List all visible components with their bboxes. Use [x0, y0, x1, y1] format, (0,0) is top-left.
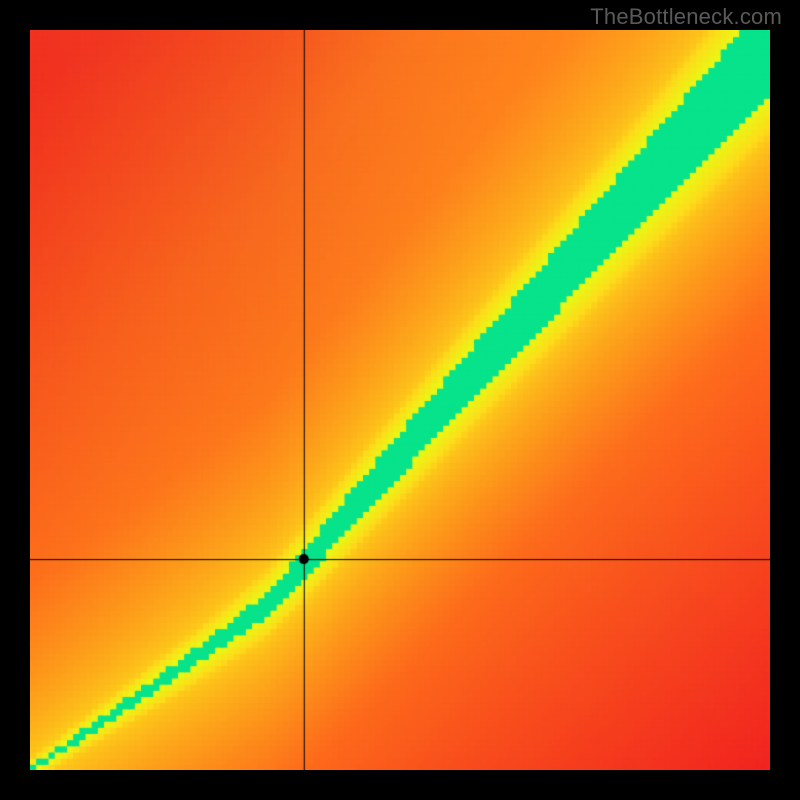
watermark-text: TheBottleneck.com: [590, 4, 782, 30]
heatmap-canvas: [30, 30, 770, 770]
outer-frame: TheBottleneck.com: [0, 0, 800, 800]
plot-area: [30, 30, 770, 770]
